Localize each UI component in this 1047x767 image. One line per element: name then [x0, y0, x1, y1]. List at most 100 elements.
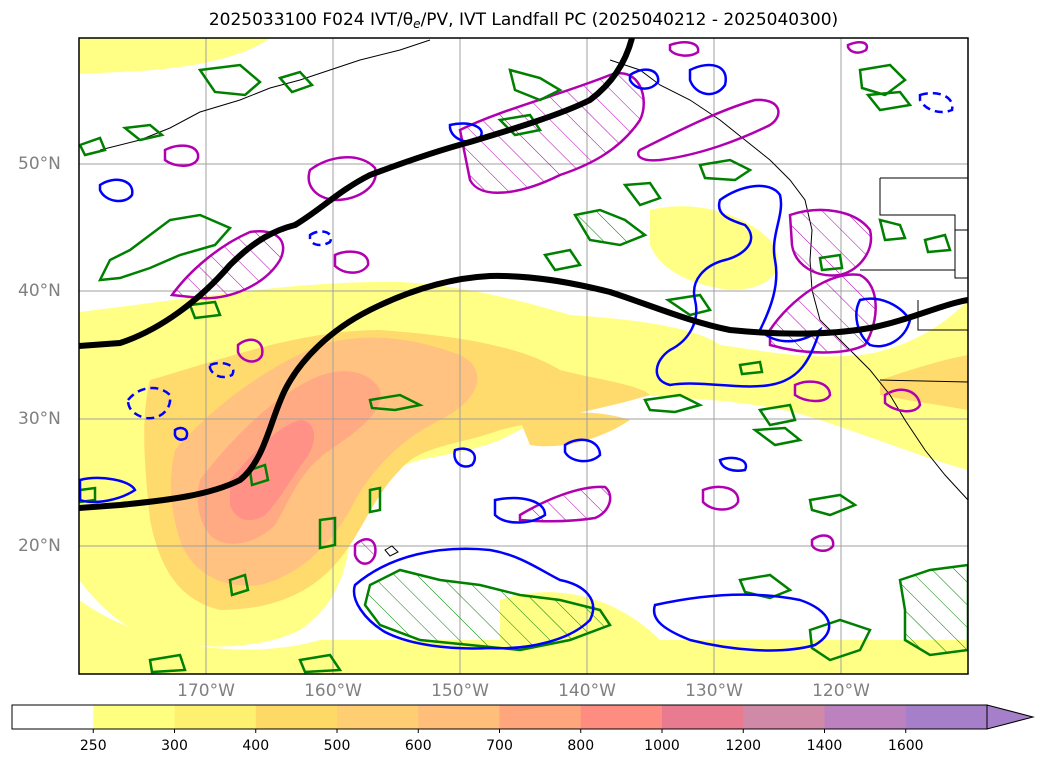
pv-contour	[718, 456, 748, 472]
ivt-region	[880, 355, 968, 410]
pv-contour	[628, 68, 660, 90]
theta-e-contour	[738, 573, 793, 600]
colorbar-cell	[337, 705, 419, 729]
theta-e-contour	[757, 403, 797, 427]
pv-contour	[453, 447, 477, 468]
state-border	[879, 178, 956, 230]
pc-contour	[883, 388, 922, 413]
pv-contour	[308, 230, 333, 247]
title-theta: θ	[402, 10, 414, 30]
theta-e-contour	[808, 493, 858, 517]
pv-contour	[563, 438, 602, 463]
colorbar-cell	[418, 705, 500, 729]
theta-e-contour	[898, 563, 968, 657]
theta-e-contour	[277, 70, 315, 94]
pv-contour	[688, 63, 727, 96]
pv-contour	[98, 178, 134, 203]
theta-e-contour	[808, 618, 872, 662]
theta-e-contour	[188, 300, 222, 320]
theta-e-contour	[751, 426, 803, 447]
colorbar-cell	[12, 705, 94, 729]
pc-contour	[307, 156, 378, 202]
pv-contour	[652, 593, 831, 652]
theta-e-contour	[363, 568, 612, 652]
colorbar-tick-label: 250	[79, 738, 107, 754]
theta-e-contour	[368, 486, 382, 514]
pv-contour	[918, 91, 954, 114]
pv-contour	[126, 386, 172, 420]
border-us-mexico	[879, 379, 968, 383]
colorbar-tick-label: 800	[567, 738, 595, 754]
theta-e-contour	[368, 393, 424, 412]
pv-contour	[655, 184, 823, 388]
pc-contour	[333, 250, 370, 274]
title-suffix: /PV, IVT Landfall PC (2025040212 - 20250…	[420, 10, 839, 30]
figure-title: 2025033100 F024 IVT/θe/PV, IVT Landfall …	[0, 10, 1047, 31]
pc-contour	[793, 380, 832, 403]
colorbar-tick-label: 600	[404, 738, 432, 754]
colorbar-cell	[93, 705, 175, 729]
lon-label-120w: 120°W	[812, 681, 870, 701]
colorbar-cell	[255, 705, 338, 729]
theta-e-contour	[197, 63, 262, 97]
pc-contour	[846, 41, 869, 54]
colorbar-extend-arrow	[986, 704, 1035, 730]
lon-label-170w: 170°W	[177, 681, 235, 701]
jet-axis-north	[79, 38, 635, 349]
lon-label-130w: 130°W	[685, 681, 743, 701]
colorbar-tick-label: 300	[161, 738, 188, 754]
theta-e-contour	[923, 233, 952, 254]
theta-e-contour	[865, 90, 913, 112]
theta-e-contours	[79, 63, 968, 674]
pv-contour	[352, 547, 595, 650]
pv-contour	[208, 361, 235, 379]
coastline-hawaii	[384, 545, 399, 557]
theta-e-contour	[79, 136, 107, 157]
colorbar-cell	[905, 705, 988, 729]
colorbar-cell	[174, 705, 257, 729]
lat-label-20n: 20°N	[18, 536, 61, 556]
lat-label-50n: 50°N	[18, 154, 61, 174]
theta-e-contour	[622, 181, 662, 207]
theta-e-contour	[121, 123, 165, 142]
theta-e-contour	[643, 393, 704, 414]
pv-contours	[79, 63, 954, 652]
pv-contour	[855, 297, 912, 348]
theta-e-contour	[148, 653, 187, 674]
pc-contour	[163, 144, 200, 167]
lon-label-160w: 160°W	[304, 681, 362, 701]
theta-e-contour	[573, 208, 648, 247]
colorbar-tick-label: 1000	[644, 738, 680, 754]
colorbar	[11, 704, 1035, 733]
theta-e-contour	[858, 63, 907, 97]
state-border	[917, 300, 968, 331]
theta-e-contour	[698, 158, 753, 182]
colorbar-tick-label: 700	[486, 738, 513, 754]
theta-e-contour	[228, 573, 250, 597]
jet-axis-lines	[79, 38, 968, 511]
theta-e-contour	[738, 360, 764, 376]
pc-contour	[236, 338, 264, 363]
pc-contour	[353, 538, 377, 565]
pc-contour	[668, 41, 700, 57]
pv-contour	[79, 476, 137, 504]
pc-contour	[636, 98, 780, 162]
pc-contour	[788, 208, 873, 277]
ivt-region	[79, 38, 270, 74]
pc-contour	[518, 485, 612, 523]
pc-contour	[810, 534, 835, 552]
colorbar-tick-label: 1400	[806, 738, 843, 754]
lon-label-140w: 140°W	[558, 681, 616, 701]
theta-e-contour	[97, 213, 233, 282]
theta-e-contour	[818, 253, 844, 272]
theta-e-contour	[508, 68, 563, 102]
colorbar-tick-label: 500	[323, 738, 351, 754]
ivt-region	[230, 420, 315, 521]
colorbar-frame	[11, 704, 988, 730]
lat-label-30n: 30°N	[18, 409, 61, 429]
colorbar-cell	[499, 705, 582, 729]
theta-e-contour	[664, 293, 713, 317]
colorbar-tick-label: 1600	[887, 738, 924, 754]
